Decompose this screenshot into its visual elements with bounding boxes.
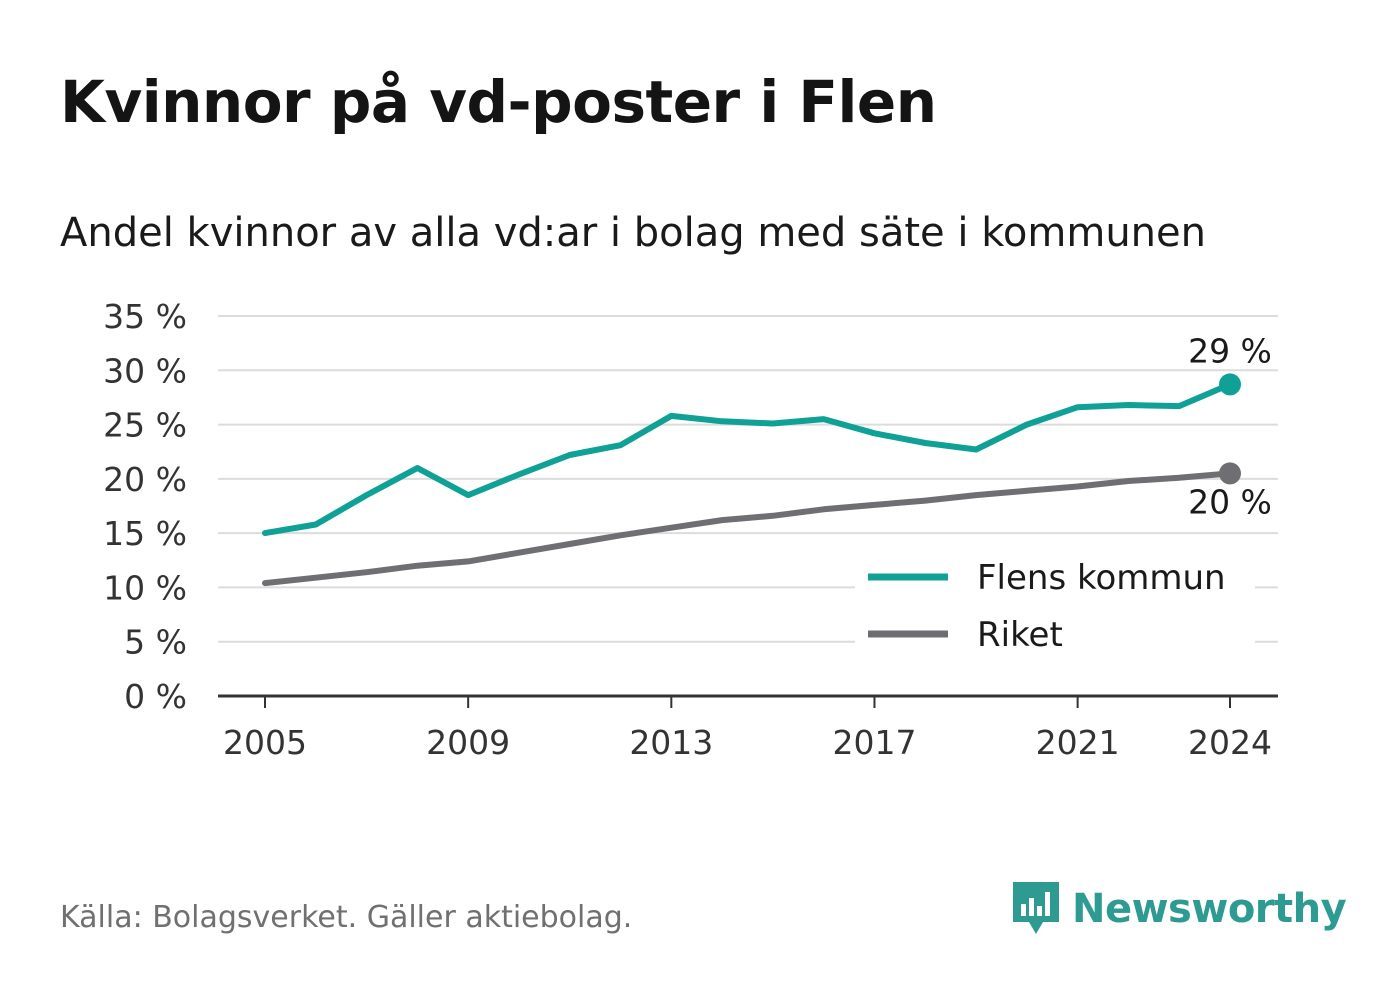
y-tick-label: 25 % <box>103 406 187 445</box>
y-tick-label: 10 % <box>103 568 187 607</box>
y-tick-label: 0 % <box>124 677 187 716</box>
end-label-riket: 20 % <box>1188 482 1272 521</box>
series-line-riket <box>262 470 1233 587</box>
y-axis-ticks: 0 % 5 % 10 % 15 % 20 % 25 % 30 % 35 % <box>103 297 187 716</box>
y-tick-label: 5 % <box>124 623 187 662</box>
x-tick-label: 2009 <box>426 723 510 762</box>
legend: Flens kommun Riket <box>855 550 1255 660</box>
end-point-flens-kommun <box>1219 373 1241 396</box>
series-lines: 29 % 20 % <box>262 331 1272 587</box>
newsworthy-icon <box>1013 882 1059 934</box>
legend-label-riket: Riket <box>977 615 1063 655</box>
series-line-flens-kommun <box>262 381 1233 537</box>
chart-title: Kvinnor på vd-poster i Flen <box>60 68 937 136</box>
x-tick-label: 2021 <box>1036 723 1120 762</box>
x-tick-label: 2017 <box>832 723 916 762</box>
legend-label-flens-kommun: Flens kommun <box>977 558 1226 598</box>
x-tick-label: 2024 <box>1188 723 1272 762</box>
legend-background <box>855 550 1255 660</box>
chart-subtitle: Andel kvinnor av alla vd:ar i bolag med … <box>60 210 1206 256</box>
x-tick-label: 2013 <box>629 723 713 762</box>
x-tick-label: 2005 <box>223 723 307 762</box>
source-note: Källa: Bolagsverket. Gäller aktiebolag. <box>60 900 633 935</box>
end-point-riket <box>1219 462 1241 485</box>
y-tick-label: 20 % <box>103 460 187 499</box>
y-tick-label: 30 % <box>103 351 187 390</box>
y-tick-label: 15 % <box>103 514 187 553</box>
y-tick-label: 35 % <box>103 297 187 336</box>
end-label-flens: 29 % <box>1188 331 1272 370</box>
x-axis-ticks: 2005 2009 2013 2017 2021 2024 <box>223 696 1272 762</box>
brand-logo: Newsworthy <box>1010 878 1347 940</box>
brand-name: Newsworthy <box>1072 886 1347 932</box>
